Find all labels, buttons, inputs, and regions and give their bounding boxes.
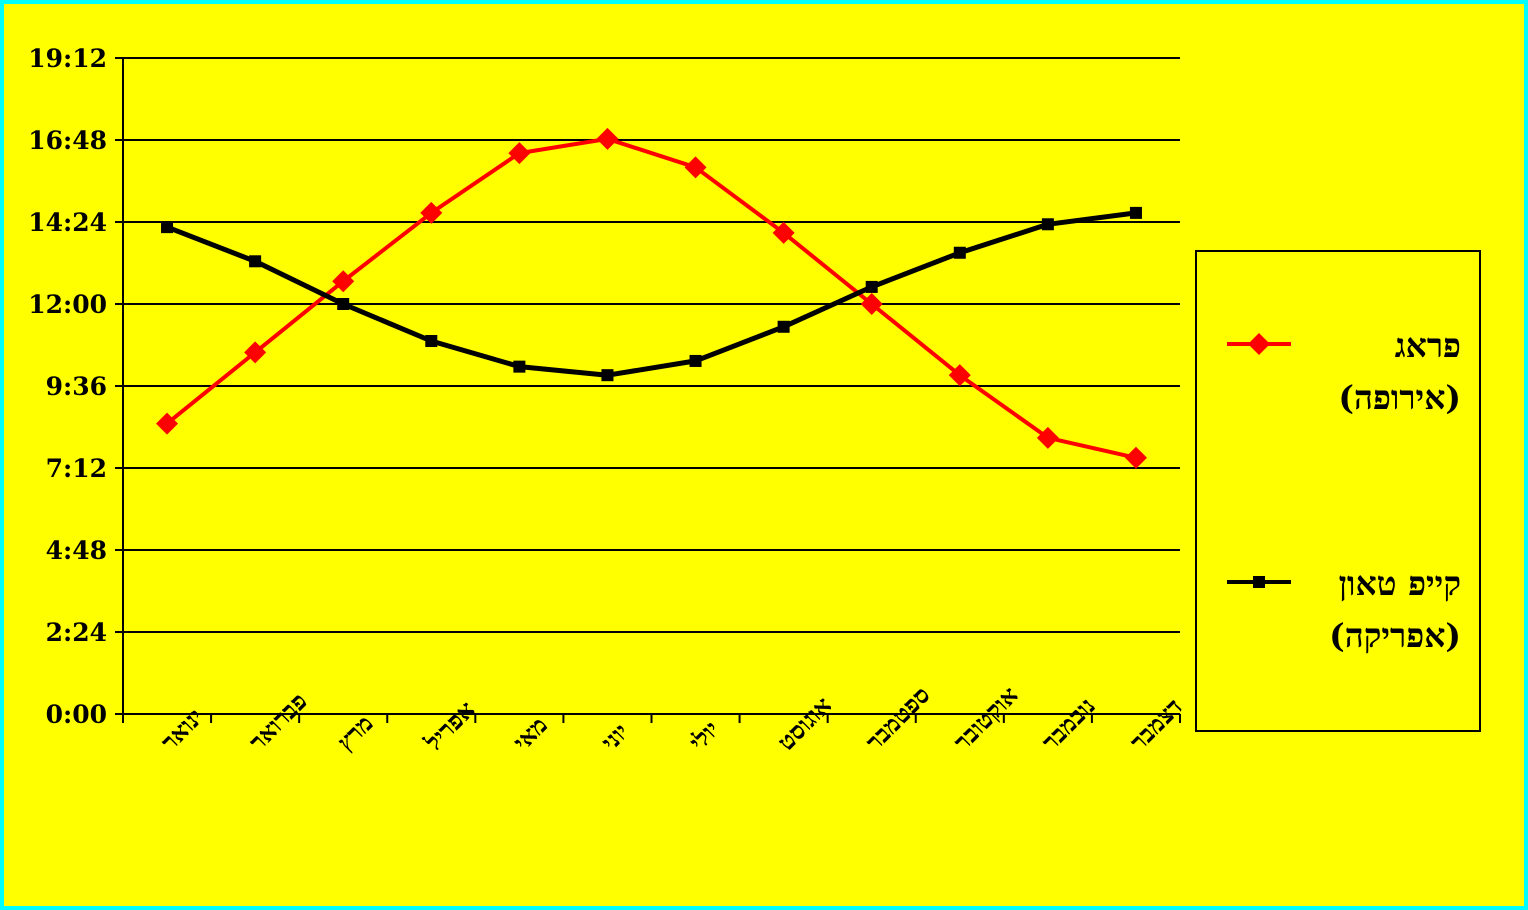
- data-point-capetown: [1129, 206, 1142, 219]
- data-point-capetown: [689, 354, 702, 367]
- data-point-capetown: [865, 280, 878, 293]
- x-tick-label: יולי: [683, 715, 725, 757]
- x-tick-label: פברואר: [243, 686, 313, 756]
- x-tick-label: אפריל: [418, 695, 480, 757]
- y-tick-label: 7:12: [46, 454, 107, 483]
- data-point-prague: [244, 341, 267, 364]
- legend-square-icon: [1253, 576, 1265, 588]
- y-tick-label: 14:24: [28, 208, 107, 237]
- data-point-prague: [420, 201, 443, 224]
- x-tick-label: נובמבר: [1036, 691, 1101, 756]
- data-point-prague: [332, 270, 355, 293]
- legend: פראג (אירופה) קייפ טאון (אפריקה): [1195, 250, 1481, 732]
- data-point-prague: [684, 156, 707, 179]
- legend-label-capetown: קייפ טאון (אפריקה): [1291, 558, 1461, 662]
- data-point-capetown: [513, 360, 526, 373]
- x-tick-label: ינואר: [155, 702, 209, 756]
- series: [156, 127, 1147, 469]
- y-tick-label: 12:00: [28, 290, 107, 319]
- x-tick-label: ספטמבר: [859, 680, 935, 756]
- x-tick-label: דצמבר: [1124, 692, 1188, 756]
- legend-prague-city: פראג: [1394, 326, 1461, 365]
- legend-capetown-city: קייפ טאון: [1338, 564, 1461, 603]
- x-tick-label: מאי: [507, 710, 553, 756]
- y-tick-label: 4:48: [46, 536, 107, 565]
- series-line-prague: [165, 136, 1137, 460]
- data-point-prague: [860, 293, 883, 315]
- data-point-capetown: [601, 369, 614, 382]
- y-tick-labels: 0:00 2:24 4:48 7:12 9:36 12:00 14:24 16:48 19:12: [28, 44, 107, 729]
- x-tick-labels: ינואר פברואר מרץ אפריל מאי יוני יולי אוגוסט ספטמ…: [155, 680, 1188, 757]
- data-point-prague: [1036, 426, 1059, 449]
- data-point-prague: [596, 127, 619, 150]
- data-point-capetown: [953, 246, 966, 259]
- line-chart: 0:00 2:24 4:48 7:12 9:36 12:00 14:24 16:48 19:12…: [28, 44, 1188, 757]
- data-point-capetown: [1041, 218, 1054, 231]
- y-tick-label: 2:24: [46, 618, 107, 647]
- x-tick-label: יוני: [595, 717, 634, 756]
- y-tick-label: 0:00: [46, 700, 107, 729]
- x-tick-label: אוגוסט: [771, 691, 837, 757]
- data-point-capetown: [337, 298, 350, 310]
- data-point-prague: [772, 221, 795, 244]
- axes: [115, 57, 1181, 723]
- legend-capetown-region: (אפריקה): [1329, 616, 1461, 655]
- data-point-capetown: [161, 221, 174, 234]
- x-tick-label: מרץ: [331, 708, 379, 756]
- data-point-prague: [1124, 446, 1147, 469]
- y-tick-label: 16:48: [28, 126, 107, 155]
- data-point-capetown: [777, 320, 790, 333]
- legend-diamond-icon: [1248, 333, 1270, 355]
- chart-frame: 0:00 2:24 4:48 7:12 9:36 12:00 14:24 16:48 19:12…: [4, 4, 1524, 906]
- y-tick-label: 9:36: [46, 372, 107, 401]
- y-tick-label: 19:12: [28, 44, 107, 73]
- data-point-prague: [948, 364, 971, 387]
- data-point-prague: [156, 412, 179, 435]
- legend-label-prague: פראג (אירופה): [1291, 320, 1461, 424]
- legend-prague-region: (אירופה): [1338, 378, 1461, 417]
- data-point-capetown: [425, 335, 438, 348]
- series-line-capetown: [166, 210, 1137, 378]
- data-point-prague: [508, 142, 531, 165]
- data-point-capetown: [249, 255, 262, 268]
- x-tick-label: אוקטובר: [948, 680, 1024, 756]
- grid-lines: [123, 57, 1180, 633]
